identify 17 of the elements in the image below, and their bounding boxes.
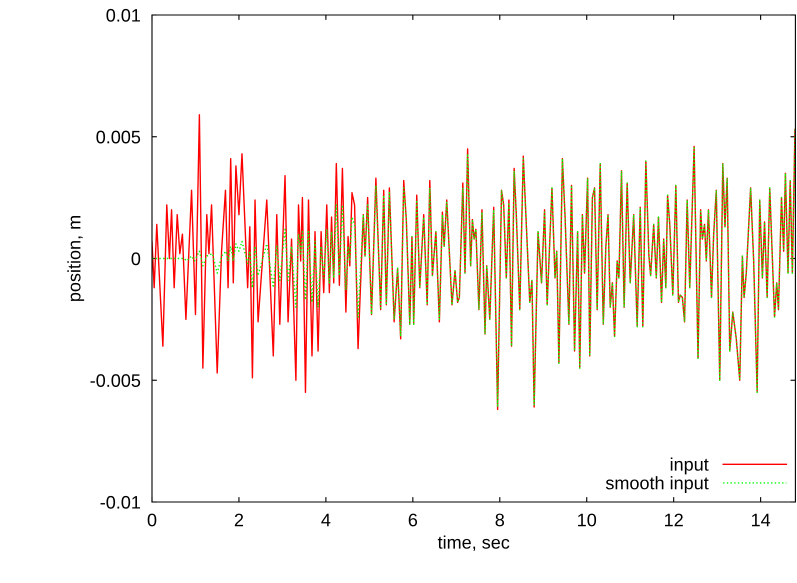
x-tick-label: 2 xyxy=(234,514,244,526)
x-tick-label: 8 xyxy=(496,514,504,526)
x-tick-label: 10 xyxy=(578,514,596,526)
x-tick-label: 4 xyxy=(321,514,330,526)
y-axis-title: position, m xyxy=(67,216,84,301)
legend-label: input xyxy=(670,458,709,474)
y-tick-label: -0.01 xyxy=(100,496,140,509)
x-tick-label: 12 xyxy=(665,514,683,526)
x-tick-label: 14 xyxy=(752,514,770,526)
legend-label: smooth input xyxy=(606,476,709,493)
y-tick-label: 0.01 xyxy=(106,8,140,22)
y-tick-label: 0 xyxy=(132,252,140,266)
y-tick-label: 0.005 xyxy=(96,130,140,144)
x-tick-label: 0 xyxy=(148,514,156,526)
y-tick-label: -0.005 xyxy=(90,374,140,387)
x-tick-label: 6 xyxy=(408,514,418,526)
x-axis-title: time, sec xyxy=(438,536,510,551)
